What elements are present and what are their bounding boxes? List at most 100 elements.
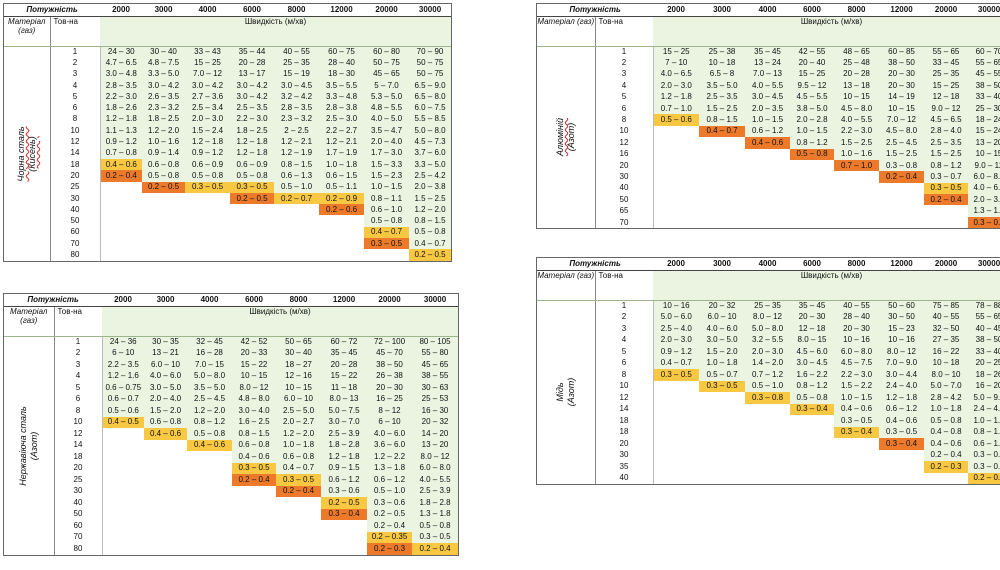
speed-cell: 1.0 – 1.5 [790,125,835,138]
speed-cell: 1.1 – 1.3 [100,125,143,137]
material-gas-label: Матеріал (газ) [537,270,596,301]
recommended-speed-cell: 0.4 – 0.7 [364,226,410,239]
speed-cell [653,415,700,427]
power-header: 6000 [790,4,835,17]
speed-cell: 20 – 40 [790,57,835,69]
aluminium-cutting-table: Потужність 2000 3000 4000 6000 8000 12000 20000… [537,4,1000,229]
speed-cell: 20 – 30 [879,80,925,92]
thickness-value: 4 [54,370,103,382]
speed-cell: 10 – 15 [834,91,880,103]
speed-cell [100,226,143,239]
table-row: 18 0.3 – 0.50.4 – 0.60.5 – 0.81.0 – 1.5 [537,415,1000,427]
speed-cell: 7 – 10 [653,57,700,69]
speed-cell: 15 – 25 [924,80,969,92]
speed-cell: 32 – 50 [924,323,969,335]
table-row: 35 0.2 – 0.30.3 – 0.4 [537,461,1000,473]
speed-cell [653,438,700,450]
table-row: 20 0.7 – 1.00.3 – 0.80.8 – 1.29.0 – 12 [537,159,1000,172]
speed-cell [790,216,835,229]
speed-cell [187,451,233,463]
speed-cell [142,215,186,227]
table-row: 30 0.2 – 0.4 0.3 – 0.6 0.5 – 1.0 2.5 – 3.9 [4,485,459,497]
table-row: 8 0.5 – 0.6 0.8 – 1.5 1.0 – 1.5 2.0 – 2.8 4.0… [537,114,1000,126]
table-row: 6 1.8 – 2.6 2.3 – 3.2 2.5 – 3.4 2.5 – 3.5 2.8… [4,102,452,114]
speed-cell [142,192,186,205]
table-row: 2 4.7 – 6.5 4.8 – 7.5 15 – 25 20 – 28 25 – 35… [4,57,452,69]
speed-cell [321,543,368,555]
speed-cell: 55 – 80 [412,347,459,359]
speed-cell: 1.5 – 2.5 [924,148,969,160]
speed-cell [319,226,365,239]
speed-cell [745,194,791,206]
table-row: 50 0.3 – 0.4 0.2 – 0.5 1.3 – 1.8 [4,508,459,520]
speed-cell: 0.3 – 0.6 [968,449,1000,461]
speed-cell: 16 – 22 [924,346,969,358]
speed-cell: 12 – 16 [276,370,322,382]
table-row: 3 2.2 – 3.5 6.0 – 10 7.0 – 15 15 – 22 18 – 27… [4,359,459,371]
thickness-value: 16 [595,148,654,160]
speed-cell: 0.9 – 1.5 [321,462,368,474]
speed-cell [745,205,791,217]
thickness-value: 3 [595,323,654,335]
speed-cell [144,474,188,486]
table-row: 4 2.8 – 3.5 3.0 – 4.2 3.0 – 4.2 3.0 – 4.2 3.0… [4,79,452,92]
speed-cell: 50 – 75 [364,57,410,69]
speed-cell: 30 – 63 [412,382,459,394]
recommended-speed-cell: 0.3 – 0.5 [364,238,410,250]
speed-cell: 25 – 53 [412,393,459,405]
speed-cell: 5.5 – 8.5 [409,113,452,126]
speed-cell: 15 – 22 [321,370,368,382]
speed-cell: 2.0 – 3.8 [409,181,452,193]
speed-cell: 13 – 20 [412,439,459,451]
speed-cell: 1.6 – 2.2 [790,369,835,381]
power-header: 20000 [924,258,969,271]
speed-cell [185,249,231,261]
speed-cell [232,520,277,532]
speed-cell [653,194,700,206]
thickness-value: 50 [50,215,101,227]
speed-cell: 9.0 – 12 [924,102,969,115]
speed-cell: 2.8 – 3.5 [100,79,143,92]
speed-cell [102,428,145,440]
speed-cell: 20 – 28 [834,68,880,81]
speed-cell [274,249,320,261]
speed-cell: 0.8 – 1.2 [968,426,1000,438]
table-row: 6 0.4 – 0.7 1.0 – 1.8 1.4 – 2.0 3.0 – 4.5 4.5… [537,357,1000,369]
recommended-speed-cell: 0.3 – 0.4 [879,438,925,450]
speed-cell [879,449,925,461]
table-row: 10 0.3 – 0.5 0.5 – 1.0 0.8 – 1.2 1.5 – 2.2 2.… [537,380,1000,392]
speed-cell: 10 – 15 [968,148,1000,160]
recommended-speed-cell: 0.2 – 0.3 [968,472,1000,484]
speed-cell [653,380,700,392]
speed-cell: 15 – 22 [232,359,277,371]
speed-cell: 1.0 – 1.6 [834,148,880,160]
speed-cell: 10 – 16 [879,334,925,346]
speed-cell: 0.6 – 0.8 [232,439,277,451]
speed-cell: 1.0 – 1.5 [968,415,1000,427]
speed-cell [834,216,880,229]
speed-cell: 20 – 33 [232,347,277,359]
speed-cell: 12 – 18 [790,323,835,335]
speed-cell: 25 – 30 [968,102,1000,115]
speed-cell: 1.6 – 2.5 [232,416,277,428]
speed-cell [100,238,143,250]
speed-cell [699,449,746,461]
speed-cell: 2.5 – 4.5 [187,393,233,405]
thickness-value: 6 [54,393,103,405]
speed-cell: 16 – 30 [412,405,459,417]
speed-cell: 0.6 – 1.3 [274,170,320,182]
recommended-speed-cell: 0.2 – 0.4 [232,474,277,486]
speed-cell [699,415,746,427]
speed-cell: 0.6 – 1.2 [745,125,791,138]
speed-cell: 10 – 16 [653,300,700,312]
thickness-value: 2 [54,347,103,359]
recommended-speed-cell: 0.3 – 0.5 [185,181,231,193]
speed-cell: 35 – 45 [745,46,791,58]
thickness-value: 70 [50,238,101,250]
speed-cell [879,194,925,206]
speed-cell: 0.4 – 0.6 [924,438,969,450]
speed-cell [834,461,880,473]
speed-cell: 2.6 – 3.5 [142,91,186,103]
speed-cell: 0.5 – 0.8 [409,226,452,239]
speed-cell: 4.0 – 5.5 [412,474,459,486]
